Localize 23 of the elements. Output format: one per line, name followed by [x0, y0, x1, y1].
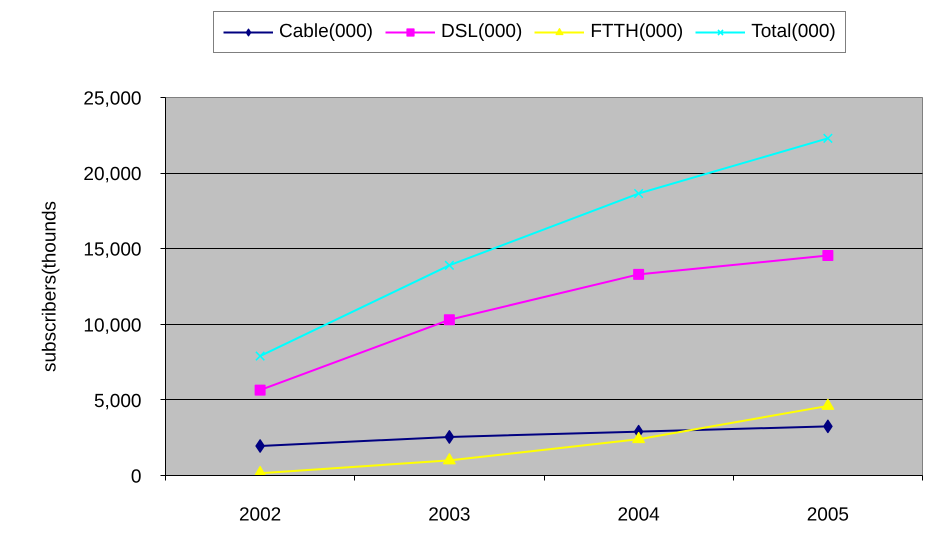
point: [444, 314, 455, 326]
x-tick-label: 2002: [238, 504, 282, 526]
x-tick-label: 2003: [428, 504, 471, 526]
y-axis-title: subscribers(thounds: [39, 200, 60, 372]
point: [634, 188, 644, 199]
y-tick-label: 10,000: [83, 315, 142, 336]
y-tick-label: 25,000: [83, 88, 142, 110]
x-tick-label: 2004: [617, 504, 660, 526]
legend-label: Cable(000): [279, 21, 373, 43]
y-tick-label: 20,000: [83, 164, 142, 186]
point: [255, 351, 266, 362]
point: [254, 384, 266, 396]
legend-label: DSL(000): [441, 21, 522, 43]
y-tick-label: 15,000: [83, 240, 142, 261]
y-tick-label: 0: [130, 466, 142, 488]
point: [822, 250, 834, 262]
point: [444, 260, 454, 270]
point: [633, 268, 644, 280]
legend-label: FTTH(000): [590, 21, 684, 43]
x-tick-label: 2005: [806, 504, 850, 526]
legend-label: Total(000): [751, 21, 836, 43]
point: [822, 133, 833, 144]
y-tick-label: 5,000: [94, 390, 142, 412]
